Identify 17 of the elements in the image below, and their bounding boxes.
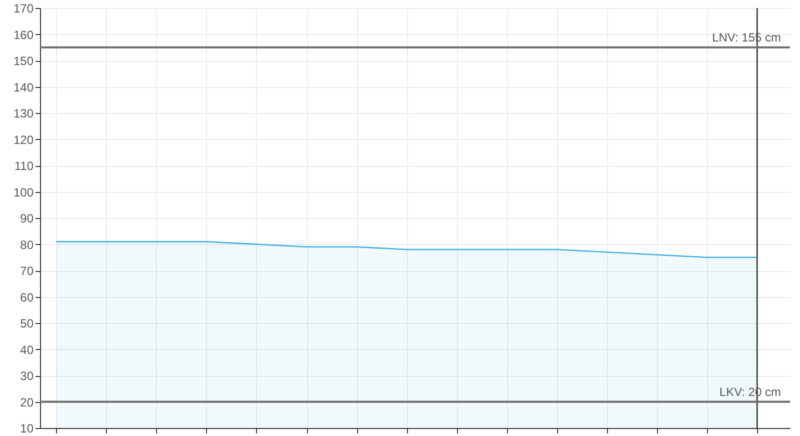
y-tick-label: 160 <box>13 28 34 42</box>
y-tick-label: 150 <box>13 54 34 68</box>
y-tick-label: 60 <box>20 290 34 304</box>
y-tick-label: 80 <box>20 238 34 252</box>
y-tick-label: 30 <box>20 369 34 383</box>
y-tick-label: 120 <box>13 132 34 147</box>
y-tick-label: 20 <box>20 395 34 410</box>
y-tick-label: 10 <box>20 422 34 436</box>
y-tick-label: 90 <box>20 212 34 226</box>
y-tick-label: 40 <box>20 342 34 357</box>
y-tick-label: 130 <box>13 106 34 120</box>
y-tick-label: 170 <box>13 2 34 16</box>
y-tick-label: 70 <box>20 264 34 278</box>
y-tick-label: 50 <box>20 316 34 330</box>
y-tick-label: 140 <box>13 80 34 94</box>
y-tick-label: 110 <box>14 159 34 173</box>
y-tick-label: 100 <box>13 185 34 200</box>
